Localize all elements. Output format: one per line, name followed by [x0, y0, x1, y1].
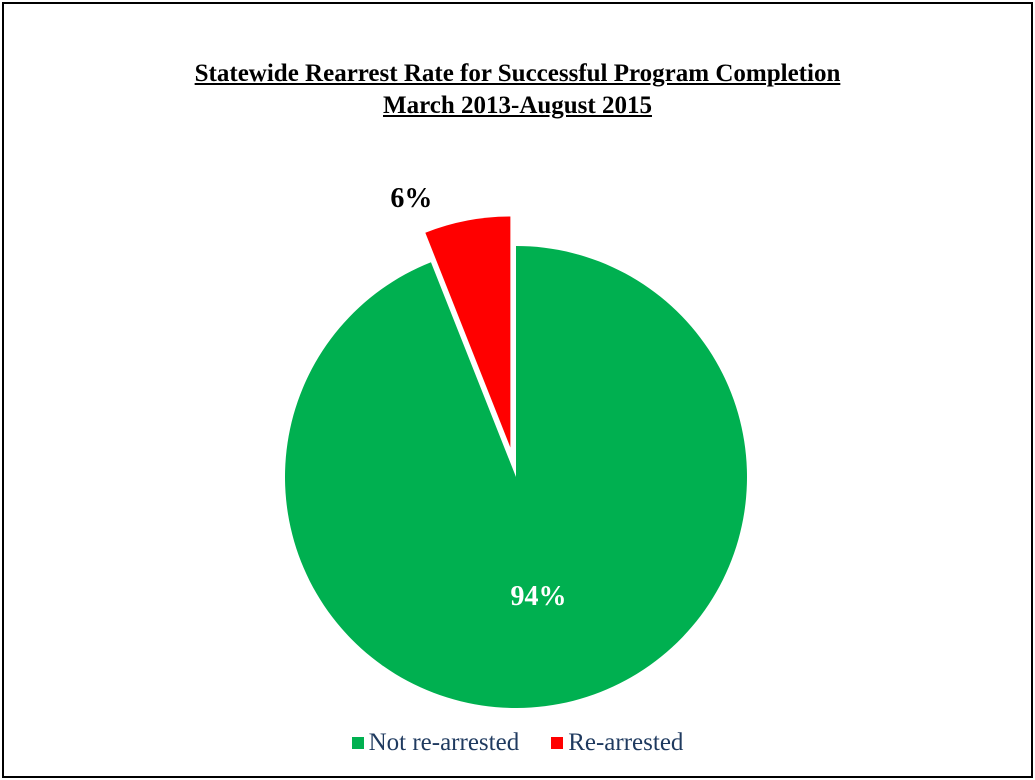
chart-title: Statewide Rearrest Rate for Successful P… [194, 60, 841, 87]
data-label-not-re-arrested: 94% [511, 581, 567, 612]
pie-slice-re-arrested [425, 216, 511, 448]
chart-subtitle: March 2013-August 2015 [383, 92, 652, 119]
chart-title-block: Statewide Rearrest Rate for Successful P… [0, 58, 1035, 122]
legend-swatch-not-rearrested [351, 737, 364, 749]
legend-swatch-rearrested [551, 737, 564, 749]
legend-label-not-rearrested: Not re-arrested [368, 729, 520, 756]
chart-legend: Not re-arrested Re-arrested [0, 727, 1035, 759]
legend-item-rearrested: Re-arrested [551, 729, 683, 757]
data-label-re-arrested: 6% [390, 183, 432, 214]
pie-labels: 94% 6% [390, 183, 566, 612]
pie-slice-not-re-arrested [284, 246, 747, 709]
legend-label-rearrested: Re-arrested [568, 729, 684, 756]
legend-item-not-rearrested: Not re-arrested [351, 729, 520, 757]
pie-slices [284, 216, 747, 709]
